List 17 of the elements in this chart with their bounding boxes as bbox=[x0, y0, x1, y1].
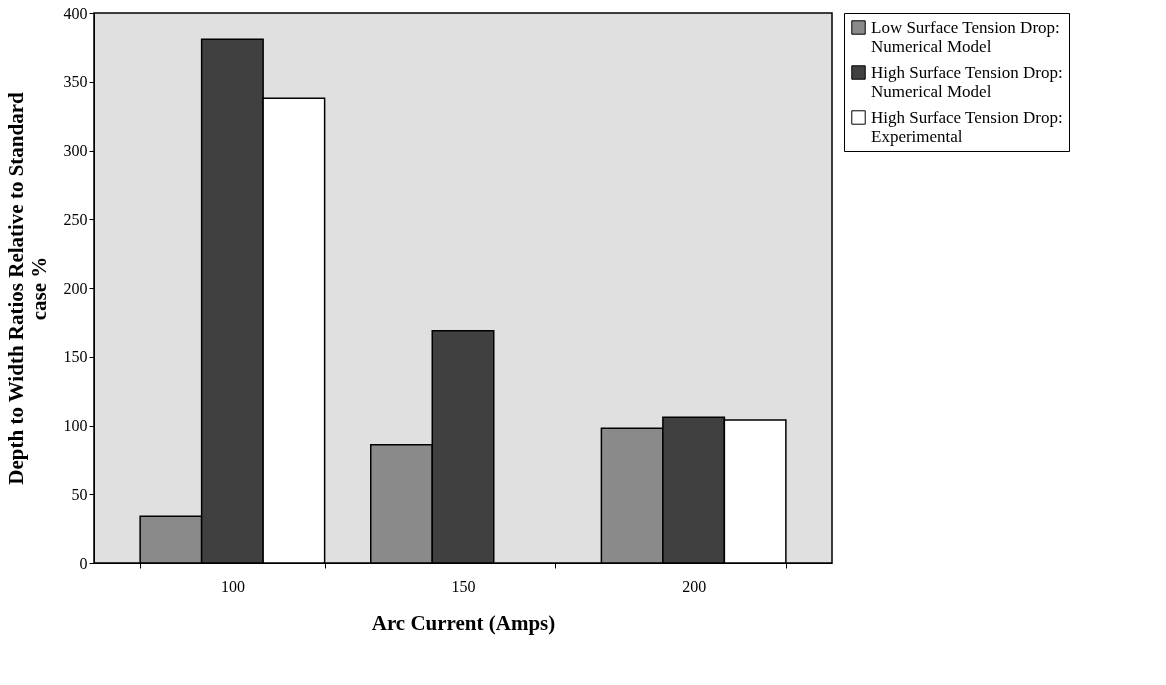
x-tick-label: 100 bbox=[220, 577, 245, 595]
x-tick-label: 200 bbox=[682, 577, 707, 595]
y-tick-label: 0 bbox=[79, 554, 88, 572]
y-tick-label: 150 bbox=[63, 348, 88, 366]
y-tick-label: 300 bbox=[63, 142, 88, 159]
y-tick-label: 100 bbox=[63, 417, 88, 434]
y-tick-label: 200 bbox=[63, 279, 88, 297]
y-axis-title: Depth to Width Ratios Relative to Standard case % bbox=[3, 91, 51, 485]
legend-label: High Surface Tension Drop: Experimental bbox=[871, 107, 1063, 146]
legend-label: High Surface Tension Drop: Numerical Model bbox=[871, 62, 1063, 101]
legend-label: Low Surface Tension Drop: Numerical Model bbox=[871, 17, 1060, 56]
y-tick-label: 350 bbox=[63, 73, 88, 91]
y-tick-label: 250 bbox=[63, 210, 88, 228]
y-tick-label: 50 bbox=[71, 485, 88, 503]
x-axis-title: Arc Current (Amps) bbox=[371, 610, 556, 635]
y-tick-label: 400 bbox=[63, 4, 88, 22]
x-tick-label: 150 bbox=[451, 577, 476, 595]
